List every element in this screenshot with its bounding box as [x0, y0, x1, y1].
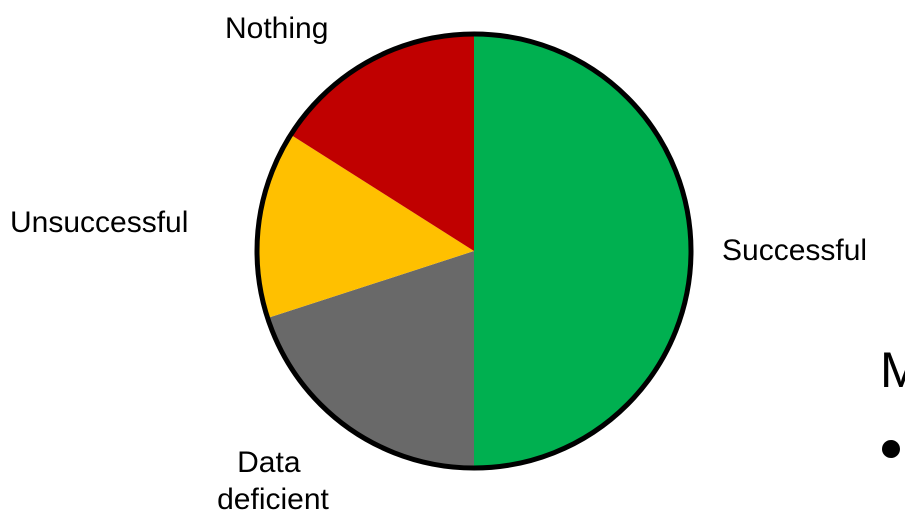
cutoff-bullet: [882, 440, 900, 458]
slice-unsuccessful: [257, 134, 474, 319]
slice-data-deficient: [267, 251, 474, 468]
cutoff-heading-fragment: M: [880, 342, 905, 398]
slice-label-unsuccessful: Unsuccessful: [10, 206, 188, 239]
pie-outline: [254, 31, 694, 471]
slice-nothing: [290, 34, 474, 251]
slice-label-successful: Successful: [722, 234, 867, 267]
slice-label-data-deficient-line2: deficient: [217, 483, 329, 516]
slice-successful: [474, 34, 691, 468]
slice-label-data-deficient: Data deficient: [217, 446, 329, 516]
slice-label-data-deficient-line1: Data: [237, 446, 301, 479]
pie-slices: [257, 34, 691, 468]
slice-label-nothing: Nothing: [225, 12, 328, 45]
